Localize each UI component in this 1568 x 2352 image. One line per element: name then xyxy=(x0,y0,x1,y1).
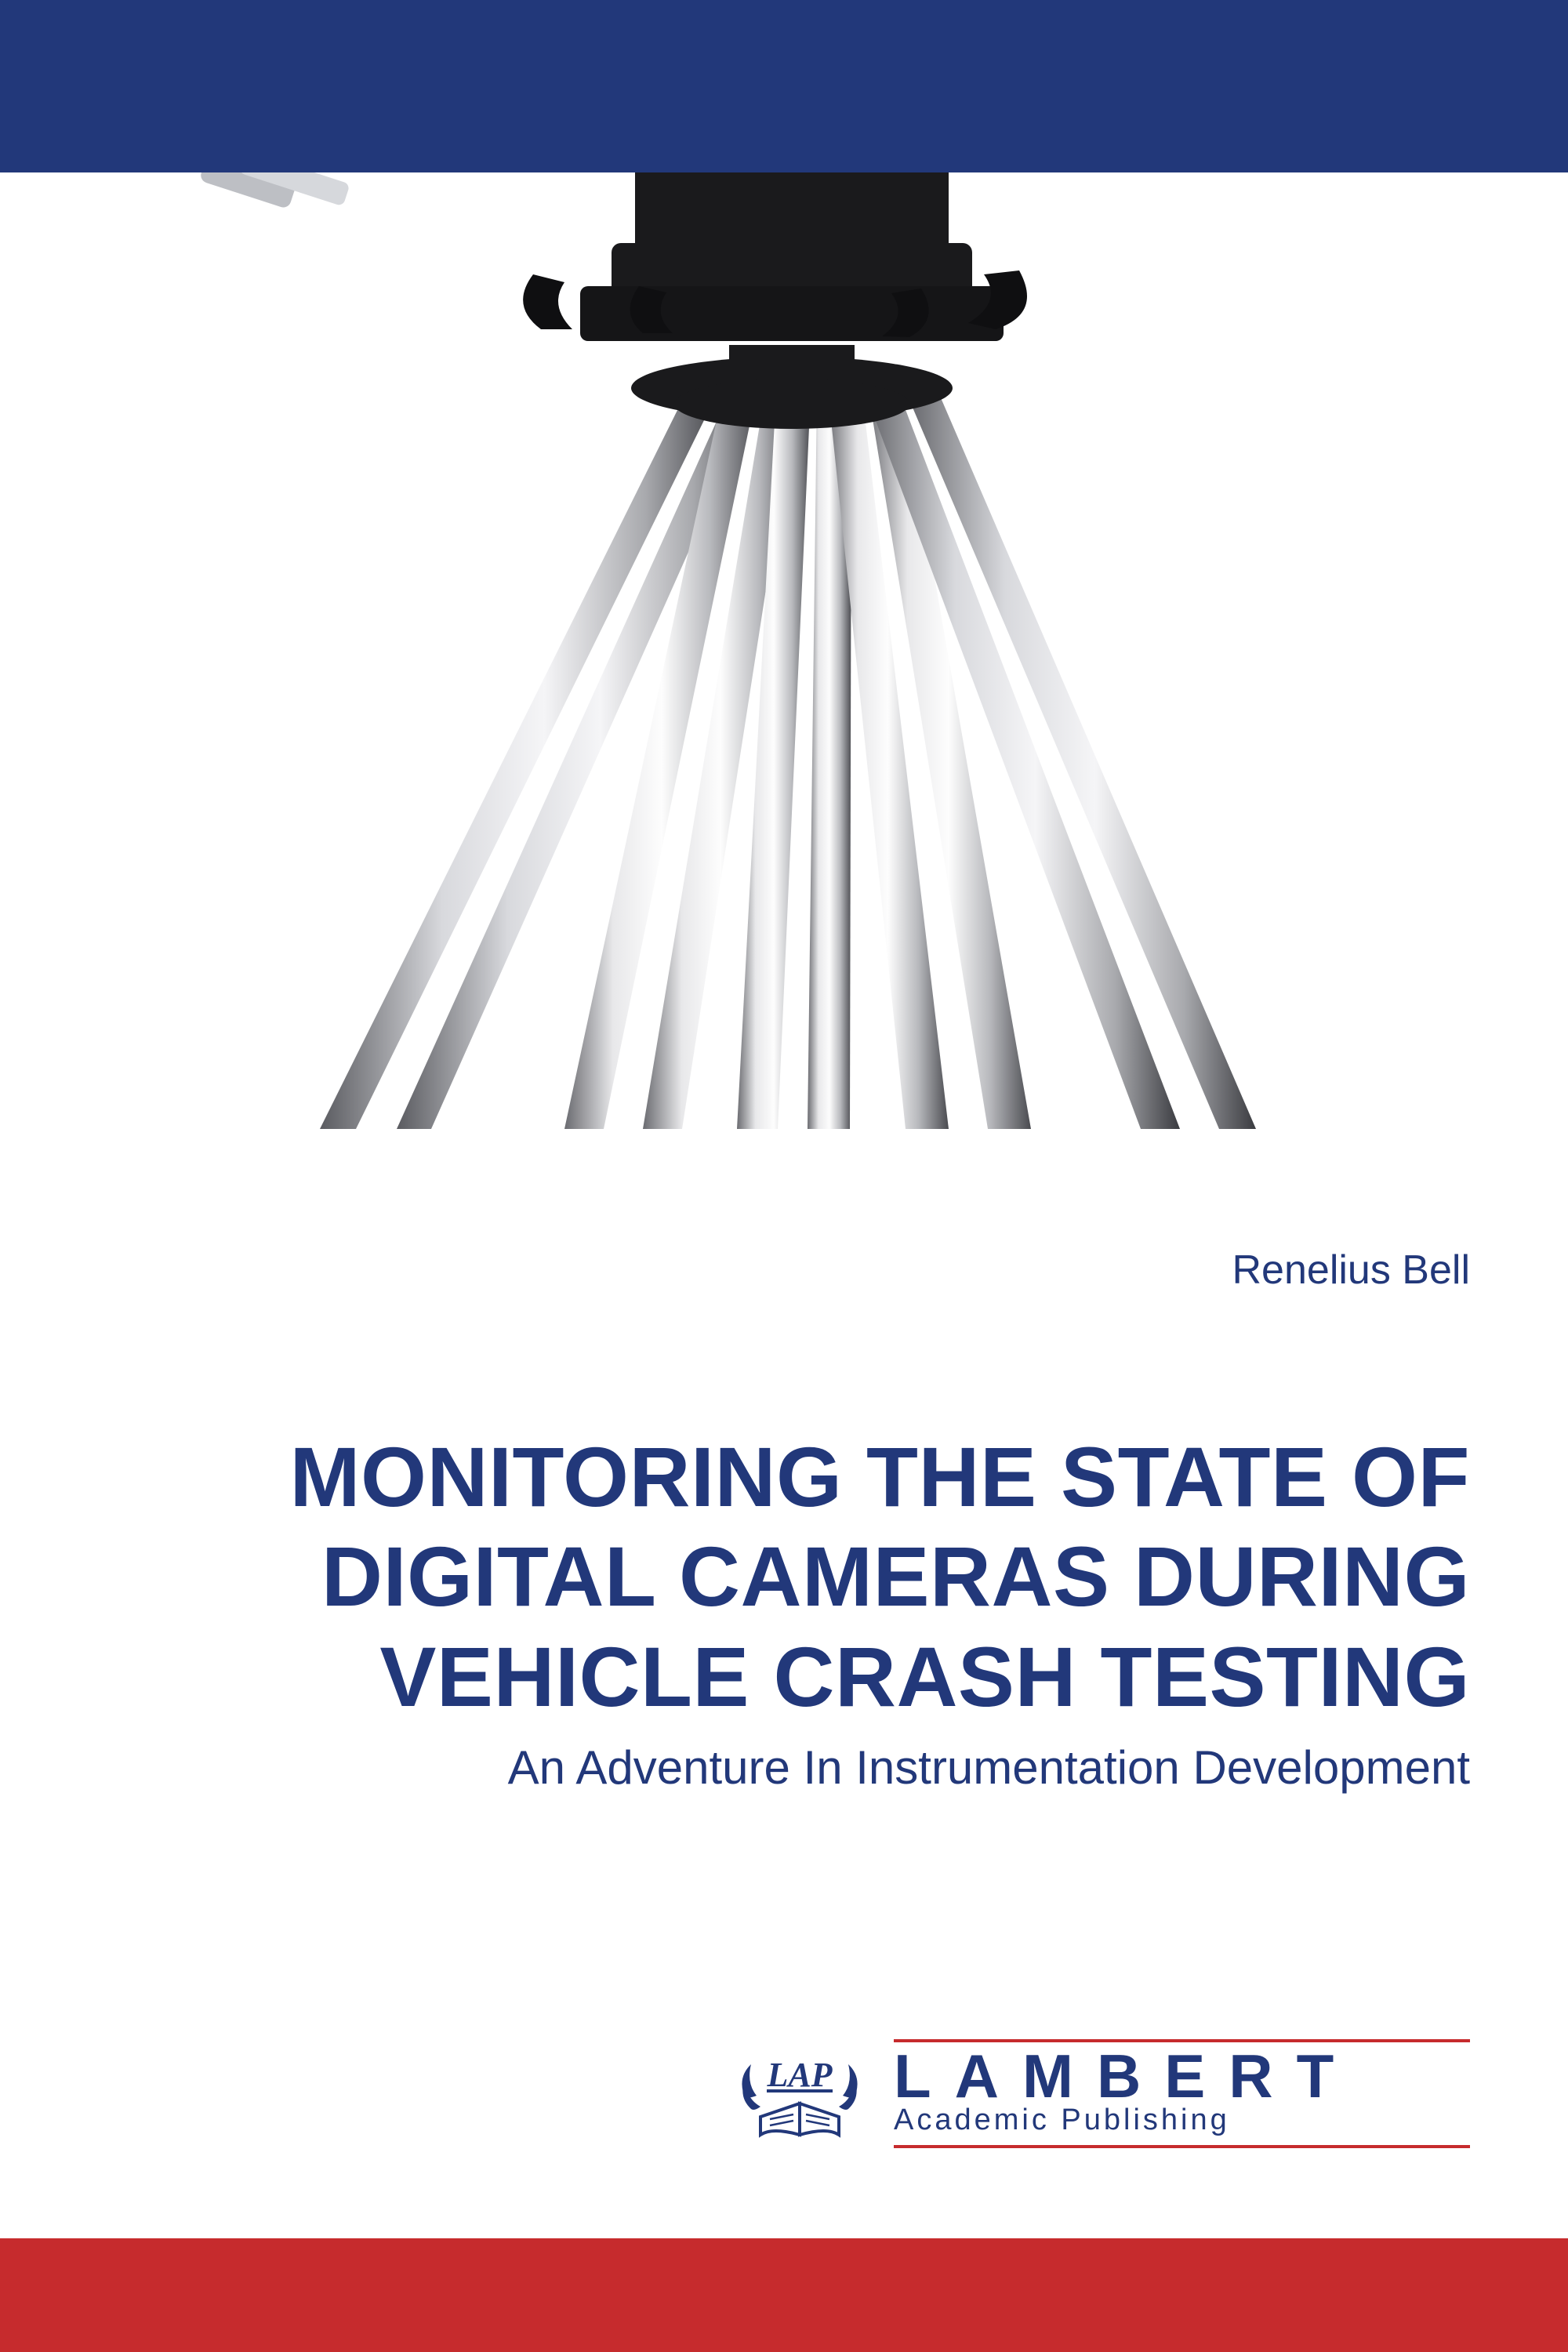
publisher-block: LAP LAMBERT Academic Publishing xyxy=(729,2039,1470,2148)
book-subtitle: An Adventure In Instrumentation Developm… xyxy=(98,1740,1470,1795)
publisher-subtitle: Academic Publishing xyxy=(894,2103,1470,2137)
publisher-logo-text: LAP xyxy=(766,2056,833,2094)
title-line: DIGITAL CAMERAS DURING xyxy=(321,1529,1470,1624)
title-line: VEHICLE CRASH TESTING xyxy=(379,1629,1470,1724)
cover-image-tripod xyxy=(0,172,1568,1129)
title-block: MONITORING THE STATE OF DIGITAL CAMERAS … xyxy=(98,1427,1470,1795)
publisher-text: LAMBERT Academic Publishing xyxy=(894,2039,1470,2148)
bottom-color-bar xyxy=(0,2238,1568,2352)
title-line: MONITORING THE STATE OF xyxy=(290,1429,1470,1524)
top-color-bar xyxy=(0,0,1568,172)
publisher-name: LAMBERT xyxy=(894,2047,1470,2105)
author-name: Renelius Bell xyxy=(1232,1247,1471,1294)
book-title: MONITORING THE STATE OF DIGITAL CAMERAS … xyxy=(98,1427,1470,1726)
publisher-rule-bottom xyxy=(894,2145,1470,2148)
publisher-logo-icon: LAP xyxy=(729,2042,870,2144)
